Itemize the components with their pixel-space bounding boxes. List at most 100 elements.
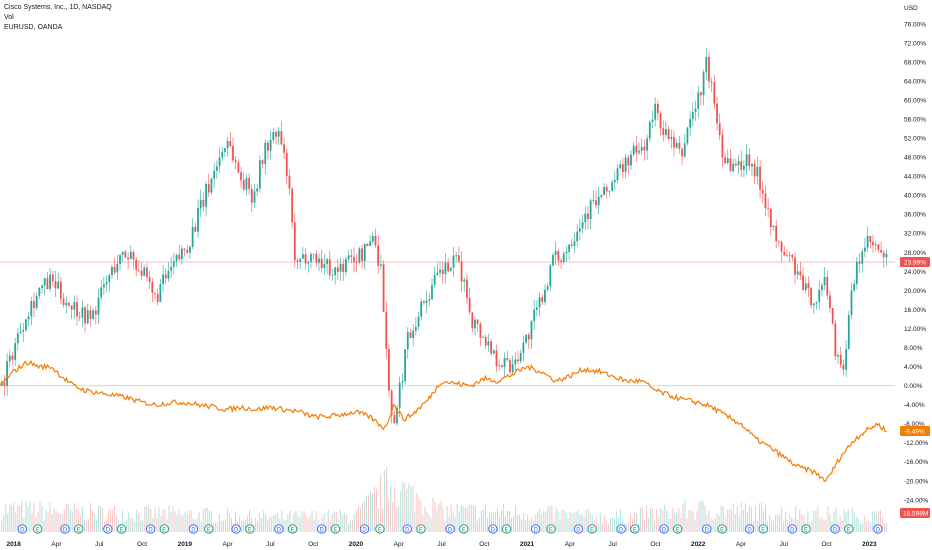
earnings-marker[interactable]: E (416, 524, 426, 534)
dividend-marker[interactable]: D (359, 524, 370, 534)
y-tick-label: 40.00% (904, 193, 926, 200)
legend-symbol[interactable]: Cisco Systems, Inc., 1D, NASDAQ (4, 4, 112, 11)
volume-bar (611, 517, 613, 532)
volume-bar (494, 512, 496, 532)
earnings-marker[interactable]: E (159, 524, 169, 534)
volume-bar (454, 516, 456, 532)
volume-bar (458, 511, 460, 532)
earnings-marker[interactable]: E (844, 524, 854, 534)
earnings-marker[interactable]: E (330, 524, 341, 534)
marker-label: D (576, 527, 581, 533)
dividend-marker[interactable]: D (103, 524, 113, 534)
dividend-marker[interactable]: D (873, 524, 883, 534)
volume-bar (3, 514, 5, 532)
candle-body (307, 261, 310, 264)
marker-circle (844, 524, 854, 534)
earnings-marker[interactable]: E (375, 524, 385, 534)
marker-label: D (106, 527, 111, 533)
earnings-marker[interactable]: E (673, 524, 683, 534)
earnings-marker[interactable]: E (546, 524, 556, 534)
earnings-marker[interactable]: E (717, 524, 727, 534)
dividend-marker[interactable]: D (402, 524, 412, 534)
marker-circle (17, 524, 27, 534)
volume-bar (835, 507, 837, 532)
candle-body (487, 341, 490, 346)
volume-bar (492, 511, 494, 532)
dividend-marker[interactable]: D (145, 524, 156, 534)
volume-bar (480, 510, 482, 532)
dividend-marker[interactable]: D (702, 524, 712, 534)
dividend-marker[interactable]: D (616, 524, 626, 534)
dividend-marker[interactable]: D (659, 524, 669, 534)
candle-body (640, 146, 643, 151)
candle-body (525, 334, 527, 343)
dividend-marker[interactable]: D (60, 524, 70, 534)
candle-body (172, 261, 175, 267)
earnings-marker[interactable]: E (245, 524, 255, 534)
volume-bar (224, 520, 226, 532)
dividend-marker[interactable]: D (274, 524, 284, 534)
y-tick-label: -20.00% (904, 478, 928, 485)
dividend-marker[interactable]: D (787, 524, 797, 534)
volume-bars (1, 466, 887, 532)
dividend-marker[interactable]: D (573, 524, 584, 534)
volume-bar (63, 509, 65, 532)
candle-body (549, 265, 552, 287)
y-axis[interactable]: USD 76.00% 72.00% 68.00% 64.00% 60.00% 56.00%… (904, 5, 928, 504)
candle-body (466, 279, 468, 298)
dividend-marker[interactable]: D (317, 524, 327, 534)
candle-body (699, 92, 702, 96)
legend-compare[interactable]: EURUSD, OANDA (4, 24, 63, 31)
volume-bar (684, 500, 686, 532)
legend-volume[interactable]: Vol (4, 14, 14, 21)
candle-body (810, 288, 813, 306)
dividend-marker[interactable]: D (231, 524, 241, 534)
dividend-marker[interactable]: D (744, 524, 755, 534)
volume-bar (182, 515, 184, 532)
dividend-marker[interactable]: D (488, 524, 498, 534)
earnings-marker[interactable]: E (459, 524, 469, 534)
volume-bar (756, 521, 758, 532)
volume-bar (452, 512, 454, 532)
dividend-marker[interactable]: D (445, 524, 455, 534)
volume-bar (591, 515, 593, 532)
candle-body (129, 251, 132, 260)
candle-body (605, 186, 608, 192)
candle-body (444, 262, 447, 275)
earnings-marker[interactable]: E (630, 524, 640, 534)
candle-body (713, 82, 716, 104)
candle-body (336, 267, 339, 272)
earnings-marker[interactable]: E (287, 524, 298, 534)
dividend-marker[interactable]: D (17, 524, 27, 534)
earnings-marker[interactable]: E (587, 524, 597, 534)
volume-bar (527, 514, 529, 532)
candle-body (724, 157, 726, 164)
candle-body (59, 281, 62, 299)
dividend-marker[interactable]: D (530, 524, 541, 534)
earnings-marker[interactable]: E (116, 524, 127, 534)
volume-bar (218, 513, 220, 532)
dividend-marker[interactable]: D (830, 524, 840, 534)
earnings-marker[interactable]: E (32, 524, 43, 534)
x-axis[interactable]: 2018 Apr Jul Oct 2019 Apr Jul Oct 2020 Apr Jul Oct 2… (6, 541, 876, 548)
volume-bar (773, 520, 775, 532)
earnings-marker[interactable]: E (74, 524, 84, 534)
earnings-marker[interactable]: E (501, 524, 512, 534)
volume-bar (315, 510, 317, 532)
candle-body (137, 269, 140, 271)
earnings-marker[interactable]: E (758, 524, 768, 534)
candle-body (869, 235, 872, 242)
earnings-marker[interactable]: E (801, 524, 811, 534)
marker-circle (758, 524, 768, 534)
dividend-marker[interactable]: D (188, 524, 199, 534)
candle-body (301, 254, 304, 259)
candle-body (506, 357, 509, 361)
volume-bar (688, 510, 690, 532)
candle-body (358, 248, 361, 263)
volume-bar (781, 506, 783, 532)
earnings-marker[interactable]: E (204, 524, 214, 534)
volume-bar (77, 510, 79, 532)
volume-bar (867, 521, 869, 532)
